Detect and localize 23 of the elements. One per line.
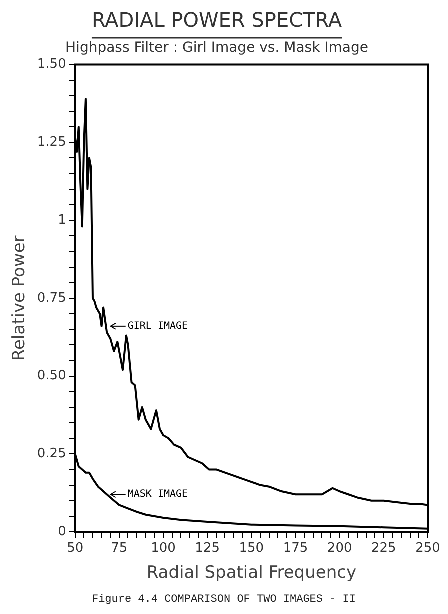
chart-subtitle: Highpass Filter : Girl Image vs. Mask Image xyxy=(66,40,368,56)
y-tick-label: 1 xyxy=(58,212,66,228)
x-tick-label: 75 xyxy=(111,541,128,556)
annotation: MASK IMAGE xyxy=(128,489,188,500)
y-tick-label: 0.25 xyxy=(37,446,66,462)
x-tick-label: 175 xyxy=(283,541,308,556)
y-axis-title: Relative Power xyxy=(10,236,30,362)
x-tick-label: 150 xyxy=(239,541,264,556)
chart-title: RADIAL POWER SPECTRA xyxy=(92,8,342,32)
y-tick-label: 1.50 xyxy=(37,57,66,72)
x-tick-label: 200 xyxy=(327,541,352,556)
x-tick-label: 250 xyxy=(416,541,440,556)
x-axis-title: Radial Spatial Frequency xyxy=(146,563,357,584)
y-tick-label: 1.25 xyxy=(37,135,66,150)
caption: Figure 4.4 COMPARISON OF TWO IMAGES - II xyxy=(90,594,358,606)
x-tick-label: 125 xyxy=(195,541,220,556)
annotation: GIRL IMAGE xyxy=(128,321,188,332)
y-tick-label: 0 xyxy=(58,524,66,540)
y-tick-label: 0.50 xyxy=(37,368,66,384)
x-tick-label: 50 xyxy=(67,541,84,556)
x-tick-label: 225 xyxy=(372,541,396,556)
y-tick-label: 0.75 xyxy=(37,290,66,306)
x-tick-label: 100 xyxy=(151,541,176,556)
